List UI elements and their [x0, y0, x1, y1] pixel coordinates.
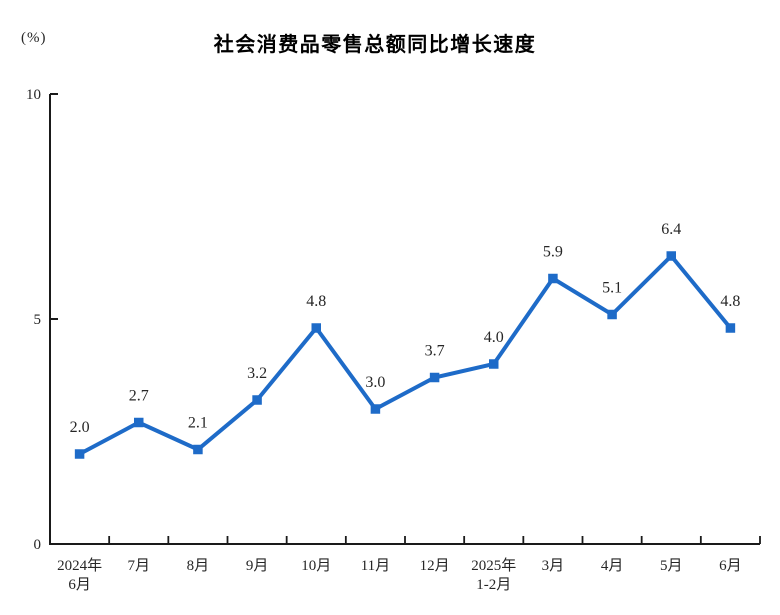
data-point-label: 3.0: [365, 374, 385, 391]
x-axis-label: 5月: [660, 558, 683, 574]
y-axis-unit-label: (%): [21, 30, 47, 46]
data-point-marker: [252, 395, 262, 405]
x-axis-label: 7月: [127, 558, 150, 574]
data-point-label: 5.9: [543, 244, 563, 261]
data-point-marker: [429, 372, 440, 383]
data-point-marker: [666, 251, 676, 261]
x-axis-label: 2024年 6月: [57, 557, 102, 593]
data-point-marker: [134, 417, 144, 428]
data-point-label: 4.8: [720, 293, 740, 310]
data-point-label: 3.7: [425, 343, 445, 360]
data-point-label: 2.7: [129, 388, 149, 405]
data-point-label: 6.4: [661, 221, 681, 238]
x-axis-label: 10月: [301, 558, 331, 574]
data-point-label: 2.1: [188, 415, 208, 432]
x-axis-label: 8月: [187, 558, 210, 574]
data-point-label: 4.0: [484, 329, 504, 346]
data-point-label: 2.0: [70, 419, 90, 436]
data-point-marker: [725, 323, 736, 333]
y-axis-label: 10: [26, 87, 41, 103]
data-point-marker: [74, 449, 85, 459]
data-point-marker: [370, 404, 381, 414]
data-point-label: 3.2: [247, 365, 267, 382]
data-line: [77, 253, 733, 456]
x-axis-label: 9月: [246, 558, 269, 574]
data-point-marker: [311, 323, 321, 333]
data-point-marker: [607, 309, 617, 320]
x-axis-label: 6月: [719, 558, 742, 574]
data-point-marker: [548, 273, 558, 284]
y-axis-label: 5: [34, 312, 42, 328]
x-axis-label: 12月: [420, 558, 450, 574]
axis-line: [49, 94, 760, 545]
x-axis-label: 3月: [542, 558, 565, 574]
x-axis-label: 2025年 1-2月: [471, 557, 516, 593]
data-point-label: 4.8: [306, 293, 326, 310]
y-axis-label: 0: [34, 537, 42, 553]
data-point-label: 5.1: [602, 280, 622, 297]
x-axis-label: 4月: [601, 558, 624, 574]
data-point-marker: [489, 359, 499, 369]
x-axis-label: 11月: [361, 558, 390, 574]
data-point-marker: [193, 444, 203, 455]
chart-title: 社会消费品零售总额同比增长速度: [213, 34, 537, 56]
